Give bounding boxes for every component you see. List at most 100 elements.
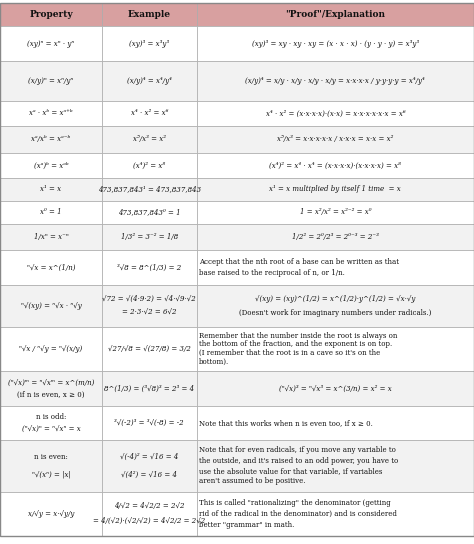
Bar	[0, 285, 102, 327]
Text: √(xy) = (xy)^(1/2) = x^(1/2)·y^(1/2) = √x·√y: √(xy) = (xy)^(1/2) = x^(1/2)·y^(1/2) = √…	[255, 295, 416, 303]
Bar	[197, 224, 474, 250]
Text: bottom).: bottom).	[199, 358, 229, 366]
Bar	[0, 101, 102, 126]
Text: Property: Property	[29, 10, 73, 19]
Bar	[102, 153, 197, 177]
Text: √(-4)² = √16 = 4: √(-4)² = √16 = 4	[120, 453, 179, 461]
Bar	[197, 327, 474, 371]
Text: x¹ = x multiplied by itself 1 time  = x: x¹ = x multiplied by itself 1 time = x	[270, 185, 401, 193]
Text: xᵃ/xᵇ = xᵃ⁻ᵇ: xᵃ/xᵇ = xᵃ⁻ᵇ	[31, 135, 71, 144]
Bar	[197, 201, 474, 224]
Bar	[102, 177, 197, 201]
Bar	[102, 285, 197, 327]
Text: 1/xⁿ = x⁻ⁿ: 1/xⁿ = x⁻ⁿ	[34, 233, 68, 241]
Text: (ⁿ√x)³ = ⁿ√x³ = x^(3/n) = x² = x: (ⁿ√x)³ = ⁿ√x³ = x^(3/n) = x² = x	[279, 385, 392, 393]
Bar	[197, 26, 474, 61]
Text: (x⁴)² = x⁸: (x⁴)² = x⁸	[133, 162, 165, 169]
Text: rid of the radical in the denominator) and is considered: rid of the radical in the denominator) a…	[199, 510, 397, 518]
Bar	[197, 101, 474, 126]
Bar	[197, 250, 474, 285]
Bar	[0, 61, 102, 101]
Bar	[102, 327, 197, 371]
Text: ³√8 = 8^(1/3) = 2: ³√8 = 8^(1/3) = 2	[117, 263, 182, 271]
Bar	[197, 3, 474, 26]
Text: Example: Example	[128, 10, 171, 19]
Bar	[102, 61, 197, 101]
Text: √72 = √(4·9·2) = √4·√9·√2: √72 = √(4·9·2) = √4·√9·√2	[102, 295, 196, 303]
Bar	[102, 440, 197, 492]
Text: (xᵃ)ᵇ = xᵃᵇ: (xᵃ)ᵇ = xᵃᵇ	[34, 162, 68, 169]
Bar	[197, 61, 474, 101]
Text: √27/√8 = √(27/8) = 3/2: √27/√8 = √(27/8) = 3/2	[108, 345, 191, 353]
Text: the bottom of the fraction, and the exponent is on top.: the bottom of the fraction, and the expo…	[199, 341, 392, 348]
Bar	[0, 177, 102, 201]
Bar	[197, 492, 474, 536]
Bar	[0, 126, 102, 153]
Bar	[197, 153, 474, 177]
Text: ³√(-2)³ = ³√(-8) = -2: ³√(-2)³ = ³√(-8) = -2	[115, 419, 184, 427]
Bar	[0, 440, 102, 492]
Text: (Doesn't work for imaginary numbers under radicals.): (Doesn't work for imaginary numbers unde…	[239, 309, 431, 317]
Bar	[197, 440, 474, 492]
Bar	[197, 177, 474, 201]
Bar	[0, 201, 102, 224]
Text: n is even:: n is even:	[34, 453, 68, 461]
Bar	[197, 126, 474, 153]
Text: aren't assumed to be positive.: aren't assumed to be positive.	[199, 478, 306, 485]
Bar	[102, 201, 197, 224]
Text: Accept that the nth root of a base can be written as that: Accept that the nth root of a base can b…	[199, 257, 399, 265]
Text: (x/y)⁴ = x/y · x/y · x/y · x/y = x·x·x·x / y·y·y·y = x⁴/y⁴: (x/y)⁴ = x/y · x/y · x/y · x/y = x·x·x·x…	[246, 77, 425, 85]
Bar	[0, 224, 102, 250]
Bar	[197, 285, 474, 327]
Text: x⁵/x³ = x²: x⁵/x³ = x²	[133, 135, 166, 144]
Text: ⁿ√(xy) = ⁿ√x · ⁿ√y: ⁿ√(xy) = ⁿ√x · ⁿ√y	[20, 302, 82, 310]
Bar	[0, 26, 102, 61]
Text: (I remember that the root is in a cave so it's on the: (I remember that the root is in a cave s…	[199, 349, 380, 357]
Bar	[0, 492, 102, 536]
Bar	[197, 406, 474, 440]
Bar	[102, 492, 197, 536]
Bar	[102, 126, 197, 153]
Text: x¹ = x: x¹ = x	[40, 185, 62, 193]
Bar	[102, 371, 197, 406]
Text: xᵃ · xᵇ = xᵃ⁺ᵇ: xᵃ · xᵇ = xᵃ⁺ᵇ	[29, 109, 73, 118]
Bar	[0, 153, 102, 177]
Text: use the absolute value for that variable, if variables: use the absolute value for that variable…	[199, 467, 383, 475]
Bar	[102, 224, 197, 250]
Text: 473,837,843¹ = 473,837,843: 473,837,843¹ = 473,837,843	[98, 185, 201, 193]
Text: x⁴ · x² = (x·x·x·x)·(x·x) = x·x·x·x·x·x = x⁶: x⁴ · x² = (x·x·x·x)·(x·x) = x·x·x·x·x·x …	[265, 109, 405, 118]
Text: x⁴ · x² = x⁶: x⁴ · x² = x⁶	[131, 109, 168, 118]
Bar	[0, 327, 102, 371]
Text: "Proof"/Explanation: "Proof"/Explanation	[285, 10, 385, 19]
Text: = 4/(√2)·(√2/√2) = 4√2/2 = 2√2: = 4/(√2)·(√2/√2) = 4√2/2 = 2√2	[93, 517, 205, 525]
Text: This is called "rationalizing" the denominator (getting: This is called "rationalizing" the denom…	[199, 499, 391, 507]
Text: 8^(1/3) = (³√8)³ = 2³ = 4: 8^(1/3) = (³√8)³ = 2³ = 4	[104, 385, 194, 393]
Text: x⁵/x³ = x·x·x·x·x / x·x·x = x·x = x²: x⁵/x³ = x·x·x·x·x / x·x·x = x·x = x²	[277, 135, 393, 144]
Text: 1/3² = 3⁻² = 1/8: 1/3² = 3⁻² = 1/8	[121, 233, 178, 241]
Text: Note that this works when n is even too, if x ≥ 0.: Note that this works when n is even too,…	[199, 419, 373, 427]
Text: (x/y)ⁿ = xⁿ/yⁿ: (x/y)ⁿ = xⁿ/yⁿ	[28, 77, 73, 85]
Text: √(4²) = √16 = 4: √(4²) = √16 = 4	[121, 471, 177, 479]
Text: x⁰ = 1: x⁰ = 1	[40, 208, 62, 217]
Bar	[102, 406, 197, 440]
Text: Note that for even radicals, if you move any variable to: Note that for even radicals, if you move…	[199, 446, 396, 454]
Bar	[102, 250, 197, 285]
Bar	[197, 371, 474, 406]
Text: 1/2² = 2⁰/2³ = 2⁰⁻³ = 2⁻³: 1/2² = 2⁰/2³ = 2⁰⁻³ = 2⁻³	[292, 233, 379, 241]
Text: Remember that the number inside the root is always on: Remember that the number inside the root…	[199, 331, 398, 339]
Text: ⁿ√(xⁿ) = |x|: ⁿ√(xⁿ) = |x|	[31, 471, 71, 479]
Text: n is odd:: n is odd:	[36, 413, 66, 422]
Text: (xy)³ = x³y³: (xy)³ = x³y³	[129, 40, 169, 48]
Text: 4/√2 = 4√2/2 = 2√2: 4/√2 = 4√2/2 = 2√2	[114, 503, 184, 510]
Bar	[0, 406, 102, 440]
Text: ⁿ√x = x^(1/n): ⁿ√x = x^(1/n)	[27, 263, 75, 271]
Text: 473,837,843⁰ = 1: 473,837,843⁰ = 1	[118, 208, 181, 217]
Bar	[102, 26, 197, 61]
Text: better "grammar" in math.: better "grammar" in math.	[199, 521, 294, 529]
Bar	[0, 3, 102, 26]
Bar	[102, 3, 197, 26]
Text: (x⁴)² = x⁴ · x⁴ = (x·x·x·x)·(x·x·x·x) = x⁸: (x⁴)² = x⁴ · x⁴ = (x·x·x·x)·(x·x·x·x) = …	[269, 162, 401, 169]
Text: (ⁿ√x)ᵐ = ⁿ√xᵐ = x^(m/n): (ⁿ√x)ᵐ = ⁿ√xᵐ = x^(m/n)	[8, 379, 94, 387]
Text: (if n is even, x ≥ 0): (if n is even, x ≥ 0)	[17, 391, 85, 398]
Text: base raised to the reciprocal of n, or 1/n.: base raised to the reciprocal of n, or 1…	[199, 269, 345, 277]
